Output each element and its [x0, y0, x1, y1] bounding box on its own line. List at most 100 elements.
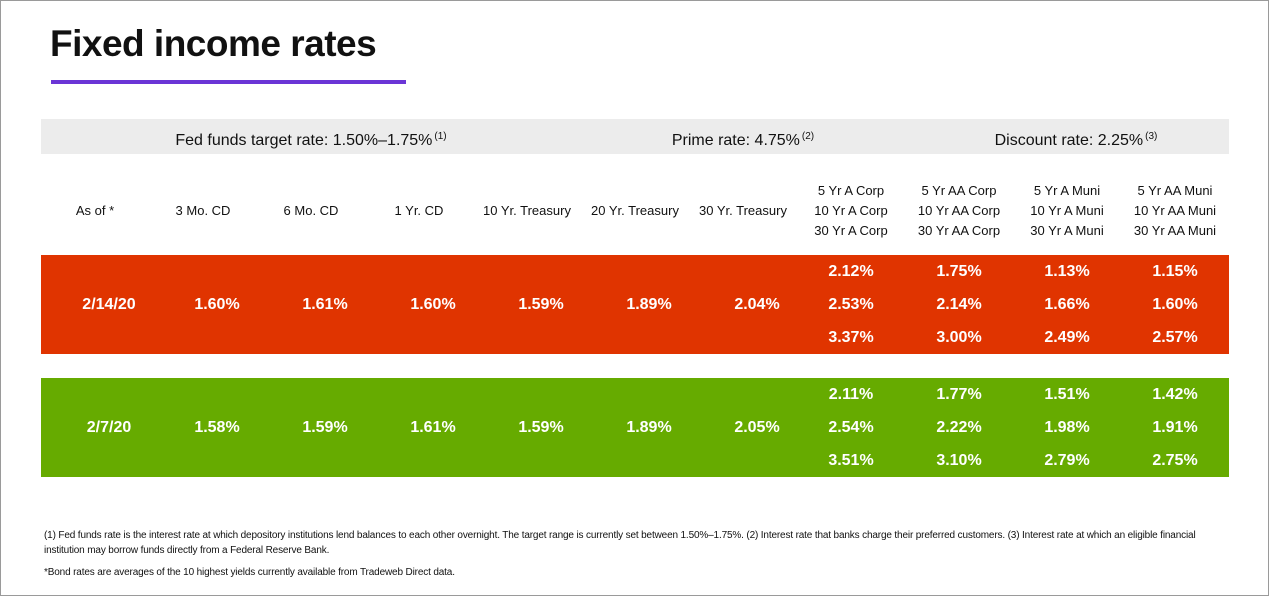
footnote: (1) Fed funds rate is the interest rate … [44, 530, 1196, 556]
cell-line: 2/7/20 [86, 419, 132, 436]
header-line: 10 Yr A Muni [1030, 203, 1104, 218]
cell-line: 2/14/20 [82, 296, 136, 313]
cell-line: 3.51% [828, 452, 874, 469]
cell-line: 1.61% [410, 419, 456, 436]
gap-cell [41, 354, 1229, 378]
rate-text: Discount rate: 2.25% [994, 132, 1144, 149]
footnote: *Bond rates are averages of the 10 highe… [44, 567, 455, 578]
data-cell: 1.60% [365, 255, 473, 354]
header-line: 10 Yr A Corp [814, 203, 888, 218]
data-cell: 1.77% 2.22% 3.10% [905, 378, 1013, 477]
cell-line: 2.75% [1152, 452, 1198, 469]
rate: Discount rate: 2.25% (3) [995, 119, 1158, 158]
header-line: 5 Yr AA Muni [1137, 183, 1213, 198]
title-underline [51, 80, 406, 84]
header-line: 30 Yr A Corp [814, 223, 888, 238]
header-line: 20 Yr. Treasury [591, 203, 679, 218]
row-gap [41, 354, 1229, 378]
data-cell: 1.59% [473, 255, 581, 354]
data-cell: 1.89% [581, 378, 689, 477]
column-header: 1 Yr. CD [365, 167, 473, 255]
cell-line: 2.14% [936, 296, 982, 313]
header-line: 10 Yr AA Corp [917, 203, 1001, 218]
data-cell: 1.58% [149, 378, 257, 477]
header-row: As of * 3 Mo. CD 6 Mo. CD 1 Yr. CD 10 Yr. Tr… [41, 167, 1229, 255]
header-line: 30 Yr AA Muni [1133, 223, 1217, 238]
cell-line: 1.42% [1152, 386, 1198, 403]
data-row: 2/14/20 1.60% 1.61% 1.60% 1.59% 1.89% 2.04% 2.1… [41, 255, 1229, 354]
cell-line: 2.04% [734, 296, 780, 313]
header-line: 10 Yr. Treasury [483, 203, 571, 218]
rate-note: (2) [801, 131, 815, 142]
rate-text: Prime rate: 4.75% [671, 132, 800, 149]
data-cell: 1.61% [257, 255, 365, 354]
data-cell: 1.60% [149, 255, 257, 354]
column-header: 6 Mo. CD [257, 167, 365, 255]
data-row: 2/7/20 1.58% 1.59% 1.61% 1.59% 1.89% 2.05% 2.11… [41, 378, 1229, 477]
cell-line: 1.59% [518, 419, 564, 436]
cell-line: 1.51% [1044, 386, 1090, 403]
column-header: As of * [41, 167, 149, 255]
cell-line: 1.66% [1044, 296, 1090, 313]
cell-line: 1.91% [1152, 419, 1198, 436]
data-cell: 1.61% [365, 378, 473, 477]
cell-line: 2.22% [936, 419, 982, 436]
cell-line: 1.61% [302, 296, 348, 313]
data-cell: 2.12% 2.53% 3.37% [797, 255, 905, 354]
rates-table: As of * 3 Mo. CD 6 Mo. CD 1 Yr. CD 10 Yr. Tr… [41, 167, 1229, 477]
column-header: 5 Yr A Corp 10 Yr A Corp 30 Yr A Corp [797, 167, 905, 255]
cell-line: 3.10% [936, 452, 982, 469]
column-header: 10 Yr. Treasury [473, 167, 581, 255]
cell-line: 1.59% [518, 296, 564, 313]
rate-text: Fed funds target rate: 1.50%–1.75% [175, 132, 433, 149]
data-cell: 2.04% [689, 255, 797, 354]
header-line: 6 Mo. CD [283, 203, 339, 218]
cell-line: 2.12% [828, 263, 874, 280]
header-line: 30 Yr AA Corp [917, 223, 1001, 238]
column-header: 30 Yr. Treasury [689, 167, 797, 255]
cell-line: 1.89% [626, 419, 672, 436]
cell-line: 1.98% [1044, 419, 1090, 436]
column-header: 20 Yr. Treasury [581, 167, 689, 255]
cell-line: 3.00% [936, 329, 982, 346]
data-cell: 1.51% 1.98% 2.79% [1013, 378, 1121, 477]
cell-line: 2.11% [828, 386, 874, 403]
title: Fixed income rates [50, 23, 377, 64]
rate-note: (3) [1145, 131, 1158, 142]
data-cell: 2/14/20 [41, 255, 149, 354]
rate: Prime rate: 4.75% (2) [672, 119, 814, 158]
column-header: 5 Yr AA Muni 10 Yr AA Muni 30 Yr AA Muni [1121, 167, 1229, 255]
data-cell: 2.11% 2.54% 3.51% [797, 378, 905, 477]
cell-line: 1.60% [410, 296, 456, 313]
data-cell: 2/7/20 [41, 378, 149, 477]
header-line: 3 Mo. CD [175, 203, 231, 218]
footnotes: (1) Fed funds rate is the interest rate … [44, 528, 1214, 587]
cell-line: 2.57% [1152, 329, 1198, 346]
cell-line: 2.49% [1044, 329, 1090, 346]
header-line: 5 Yr A Corp [817, 183, 885, 198]
cell-line: 1.89% [626, 296, 672, 313]
header-line: 1 Yr. CD [394, 203, 444, 218]
cell-line: 1.75% [936, 263, 982, 280]
cell-line: 1.60% [194, 296, 240, 313]
header-line: 10 Yr AA Muni [1133, 203, 1217, 218]
data-cell: 1.42% 1.91% 2.75% [1121, 378, 1229, 477]
cell-line: 2.54% [828, 419, 874, 436]
data-cell: 1.59% [257, 378, 365, 477]
cell-line: 1.77% [936, 386, 982, 403]
data-cell: 1.75% 2.14% 3.00% [905, 255, 1013, 354]
cell-line: 2.05% [734, 419, 780, 436]
rate: Fed funds target rate: 1.50%–1.75% (1) [175, 119, 446, 158]
column-header: 5 Yr A Muni 10 Yr A Muni 30 Yr A Muni [1013, 167, 1121, 255]
cell-line: 1.13% [1044, 263, 1090, 280]
data-cell: 1.59% [473, 378, 581, 477]
cell-line: 1.58% [194, 419, 240, 436]
header-line: 30 Yr. Treasury [699, 203, 787, 218]
cell-line: 3.37% [828, 329, 874, 346]
rates-bar: Fed funds target rate: 1.50%–1.75% (1) Pri… [41, 119, 1229, 154]
data-cell: 2.05% [689, 378, 797, 477]
data-cell: 1.89% [581, 255, 689, 354]
data-cell: 1.15% 1.60% 2.57% [1121, 255, 1229, 354]
header-line: 5 Yr AA Corp [921, 183, 997, 198]
